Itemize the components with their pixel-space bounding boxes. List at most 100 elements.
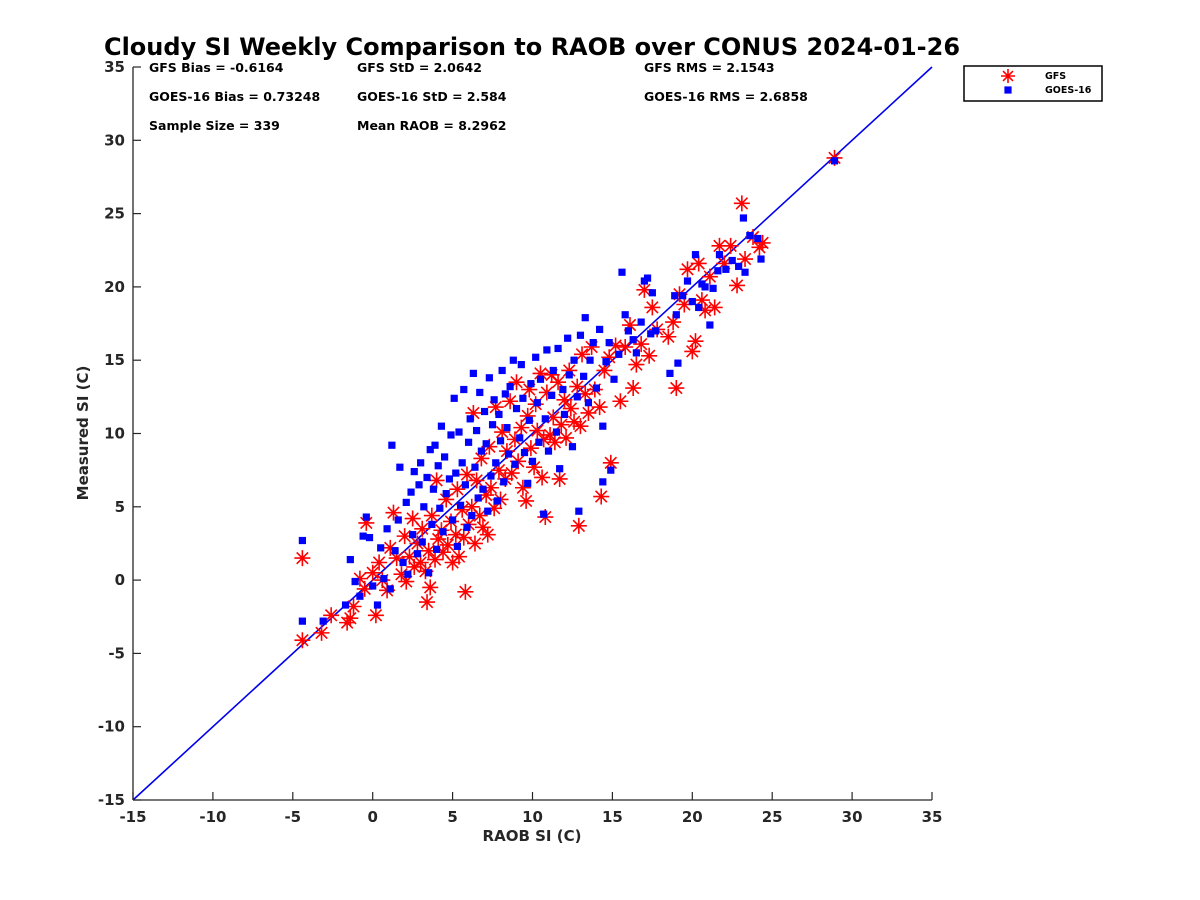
goes16-point	[647, 330, 655, 338]
goes16-point	[377, 544, 385, 552]
gfs-point	[716, 255, 733, 272]
y-tick-label: -15	[98, 791, 125, 809]
goes16-point	[482, 440, 490, 448]
goes16-point	[527, 380, 535, 388]
gfs-point	[482, 479, 499, 496]
gfs-point	[570, 517, 587, 534]
goes16-point	[746, 231, 754, 240]
gfs-point	[356, 580, 373, 597]
gfs-point	[522, 440, 539, 457]
goes16-point	[484, 507, 492, 515]
goes16-point	[516, 434, 524, 442]
x-tick-label: -15	[119, 808, 146, 826]
gfs-point	[660, 328, 677, 345]
y-tick-label: 30	[104, 131, 125, 149]
goes16-point	[493, 497, 501, 505]
gfs-point	[323, 607, 340, 624]
goes16-point	[679, 292, 687, 300]
gfs-point	[382, 539, 399, 556]
gfs-point	[625, 380, 642, 397]
gfs-point	[562, 400, 579, 417]
goes16-point	[757, 255, 765, 263]
goes16-point	[519, 394, 527, 402]
goes16-point	[573, 393, 581, 401]
gfs-point	[427, 551, 444, 568]
goes16-point	[409, 531, 417, 539]
gfs-point	[420, 542, 437, 559]
gfs-point	[737, 251, 754, 268]
goes16-point	[439, 528, 447, 536]
goes16-point	[671, 292, 679, 300]
goes16-point	[615, 350, 623, 358]
goes16-point	[506, 382, 514, 391]
gfs-point	[345, 598, 362, 615]
gfs-point	[545, 409, 562, 426]
goes16-point	[391, 547, 399, 555]
goes16-point	[369, 582, 377, 590]
goes16-point	[592, 384, 601, 392]
goes16-point	[739, 214, 748, 222]
goes16-point	[525, 416, 533, 424]
gfs-point	[474, 519, 491, 536]
goes16-point	[415, 481, 423, 489]
gfs-point	[722, 237, 739, 254]
gfs-point	[591, 399, 608, 416]
legend-label: GFS	[1045, 71, 1066, 82]
gfs-point	[546, 434, 563, 451]
gfs-point	[313, 624, 330, 641]
gfs-point	[676, 296, 693, 313]
gfs-point	[754, 234, 771, 251]
goes16-point	[461, 481, 469, 489]
goes16-point	[472, 426, 481, 435]
goes16-point	[488, 421, 497, 429]
y-tick-label: 25	[104, 205, 125, 223]
series-goes-16	[298, 157, 839, 625]
goes16-point	[596, 325, 604, 334]
gfs-point	[551, 470, 568, 487]
stat-annotation: GOES-16 RMS = 2.6858	[644, 89, 808, 104]
goes16-point	[455, 428, 463, 436]
x-tick-label: 10	[522, 808, 543, 826]
y-tick-label: 5	[115, 498, 125, 516]
goes16-point	[570, 356, 578, 364]
goes16-point	[683, 277, 692, 285]
goes16-point	[559, 385, 567, 394]
goes16-point	[672, 311, 680, 319]
goes16-point	[479, 485, 487, 493]
gfs-point	[388, 550, 405, 567]
gfs-point	[458, 466, 475, 483]
gfs-point	[636, 281, 653, 298]
goes16-point	[599, 422, 607, 430]
goes16-point	[437, 422, 446, 430]
goes16-point	[496, 437, 505, 445]
goes16-point	[469, 369, 477, 377]
goes16-point	[452, 469, 460, 477]
goes16-point	[404, 570, 412, 578]
y-tick-label: 20	[104, 278, 125, 296]
gfs-point	[508, 374, 525, 391]
goes16-point	[474, 494, 482, 502]
series-gfs	[294, 149, 843, 649]
goes16-point	[394, 516, 402, 524]
gfs-point	[428, 472, 445, 489]
gfs-point	[556, 391, 573, 408]
goes16-point	[456, 501, 465, 509]
gfs-point	[593, 488, 610, 505]
goes16-point	[373, 601, 382, 609]
goes16-point	[423, 473, 431, 482]
goes16-point	[413, 550, 422, 558]
goes16-point	[674, 359, 682, 367]
goes16-point	[575, 507, 583, 515]
legend: GFS GOES-16	[963, 65, 1103, 102]
goes16-point	[420, 503, 428, 511]
gfs-point	[449, 481, 466, 498]
x-tick-label: -5	[284, 808, 301, 826]
goes16-point	[643, 274, 652, 282]
goes16-point	[346, 555, 354, 564]
y-tick-label: 35	[104, 58, 125, 76]
goes16-point	[602, 358, 610, 366]
gfs-point	[601, 349, 618, 366]
goes16-point	[610, 375, 618, 383]
gfs-point	[506, 431, 523, 448]
